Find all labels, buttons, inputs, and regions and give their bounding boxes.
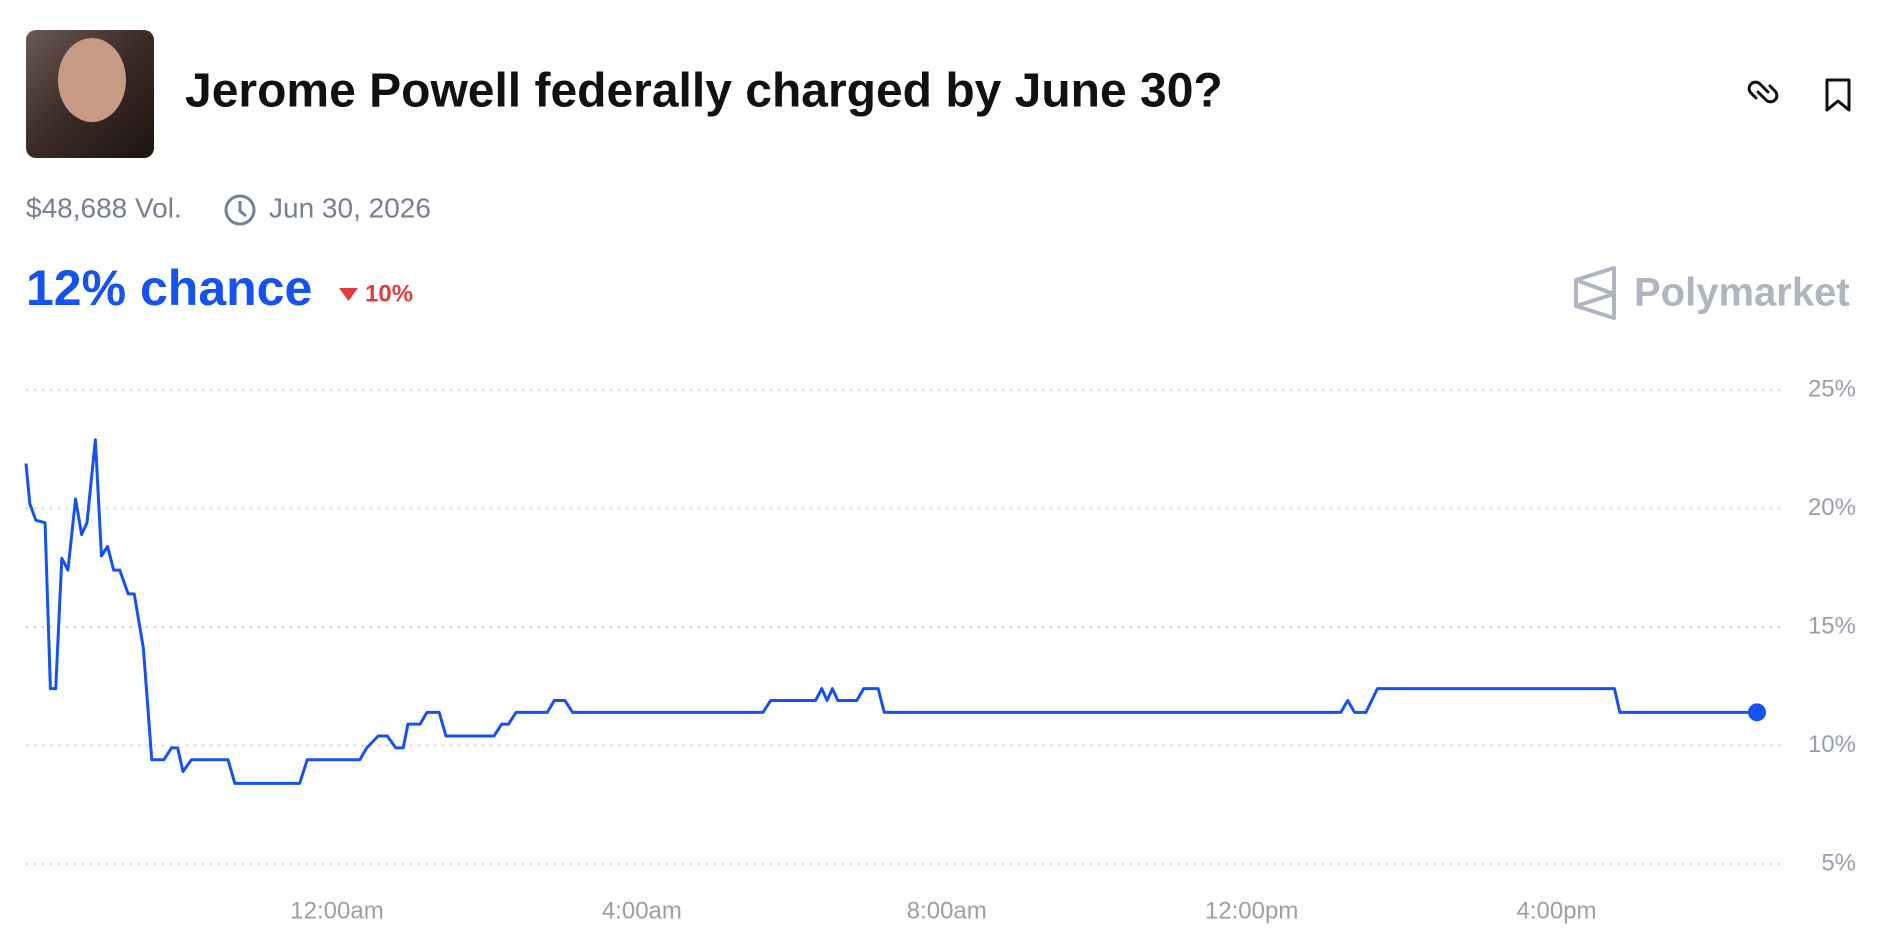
brand: Polymarket (1634, 271, 1850, 315)
y-tick-label: 5% (1821, 849, 1856, 876)
end-date: Jun 30, 2026 (269, 192, 431, 223)
bookmark-button[interactable] (1825, 78, 1851, 112)
price-line (24, 438, 1757, 785)
brand-logo (1574, 266, 1616, 320)
change: 10% (365, 280, 413, 307)
last-point (1748, 703, 1766, 722)
chance: 12% chance (26, 260, 312, 316)
x-tick-label: 8:00am (907, 897, 987, 924)
y-tick-label: 10% (1808, 731, 1856, 758)
x-tick-label: 12:00pm (1205, 897, 1298, 924)
clock-icon (224, 194, 256, 226)
market-image-face (58, 38, 126, 122)
y-tick-label: 15% (1808, 612, 1856, 639)
y-tick-label: 25% (1808, 375, 1856, 402)
x-tick-label: 4:00am (602, 897, 682, 924)
x-tick-label: 12:00am (290, 897, 383, 924)
volume: $48,688 Vol. (26, 192, 182, 223)
link-button[interactable] (1747, 80, 1779, 104)
x-tick-label: 4:00pm (1517, 897, 1597, 924)
y-tick-label: 20% (1808, 494, 1856, 521)
change-down-icon (339, 288, 358, 301)
market-title: Jerome Powell federally charged by June … (185, 65, 1223, 118)
